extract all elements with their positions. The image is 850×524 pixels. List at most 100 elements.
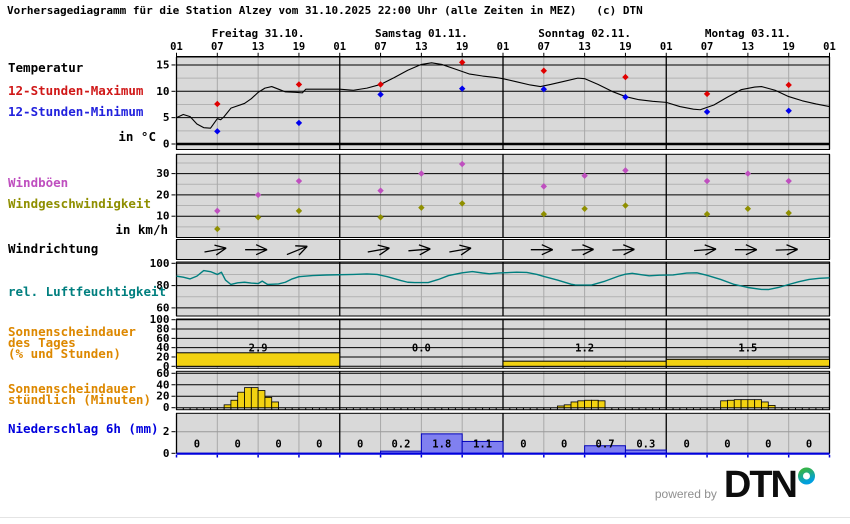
svg-text:19: 19	[293, 41, 306, 53]
svg-text:30: 30	[156, 167, 169, 180]
dtn-logo: DTN	[724, 466, 816, 504]
label-12h-minimum: 12-Stunden-Minimum	[8, 104, 144, 119]
svg-text:07: 07	[701, 41, 714, 53]
wind-direction-arrow	[530, 244, 554, 256]
svg-text:60: 60	[156, 301, 169, 314]
svg-text:1.5: 1.5	[738, 343, 757, 355]
wind-direction-arrow	[367, 244, 390, 256]
svg-text:0: 0	[765, 439, 771, 451]
svg-text:0: 0	[275, 439, 281, 451]
sunshine-hourly-bar	[257, 390, 266, 409]
svg-text:01: 01	[170, 41, 183, 53]
svg-text:13: 13	[742, 41, 755, 53]
svg-text:Freitag 31.10.: Freitag 31.10.	[212, 27, 305, 40]
day-headers: Freitag 31.10. Samstag 01.11. Sonntag 02.1…	[176, 27, 830, 57]
svg-text:40: 40	[156, 378, 169, 391]
wind-direction-arrow	[449, 244, 472, 256]
sunshine-hourly-bar	[597, 400, 606, 409]
dtn-logo-text: DTN	[723, 464, 798, 506]
svg-text:100: 100	[150, 313, 170, 326]
svg-text:40: 40	[156, 341, 169, 354]
svg-text:5: 5	[163, 111, 170, 124]
label-niederschlag: Niederschlag 6h (mm)	[8, 421, 159, 436]
label-temperatur: Temperatur	[8, 60, 84, 75]
svg-text:0: 0	[194, 439, 200, 451]
sunshine-hourly-bar	[754, 399, 762, 409]
svg-text:Montag 03.11.: Montag 03.11.	[705, 27, 791, 40]
svg-text:0.0: 0.0	[412, 343, 431, 355]
svg-text:Samstag 01.11.: Samstag 01.11.	[375, 27, 468, 40]
wind-direction-arrow	[734, 244, 758, 256]
svg-text:60: 60	[156, 367, 169, 380]
min12h-points	[214, 85, 792, 135]
sunshine-hourly-bar	[747, 399, 756, 409]
precipitation-bars	[380, 433, 667, 454]
svg-text:0: 0	[163, 447, 170, 460]
wind-gust-points	[214, 160, 792, 215]
label-12h-maximum: 12-Stunden-Maximum	[8, 83, 144, 98]
sunshine-hourly-bar	[591, 399, 599, 409]
sunshine-daily-bar	[502, 360, 667, 367]
sunshine-daily-bar	[176, 352, 341, 367]
sunshine-hourly-bar	[577, 400, 586, 409]
sunshine-hourly-bar	[570, 401, 579, 409]
precipitation-axis	[175, 452, 831, 458]
label-windgeschwindigkeit: Windgeschwindigkeit	[8, 196, 151, 211]
svg-text:1.8: 1.8	[432, 439, 451, 451]
svg-text:0: 0	[520, 439, 526, 451]
sunshine-hourly-bar	[727, 399, 735, 409]
max12h-points	[214, 59, 792, 108]
hourly-baseline-ticks	[176, 407, 830, 410]
svg-text:20: 20	[156, 188, 169, 201]
wind-direction-arrow	[408, 244, 431, 256]
sunshine-hourly-bar	[584, 399, 592, 409]
wind-direction-arrow	[286, 245, 308, 256]
humidity-curve	[176, 269, 830, 291]
sunshine-hourly-bar	[250, 387, 259, 409]
svg-text:19: 19	[456, 41, 469, 53]
svg-text:0: 0	[683, 439, 689, 451]
svg-text:10: 10	[156, 85, 169, 98]
svg-text:01: 01	[660, 41, 673, 53]
label-windrichtung: Windrichtung	[8, 241, 99, 256]
sunshine-hourly-bar	[264, 396, 273, 409]
svg-text:15: 15	[156, 58, 169, 71]
svg-text:19: 19	[619, 41, 632, 53]
svg-text:1.1: 1.1	[473, 439, 492, 451]
svg-text:0: 0	[163, 360, 170, 373]
svg-text:80: 80	[156, 323, 169, 336]
wind-direction-arrow	[775, 244, 798, 256]
sunshine-hourly-bar	[767, 405, 776, 409]
svg-text:07: 07	[374, 41, 387, 53]
label-windboeen: Windböen	[8, 175, 69, 190]
precipitation-labels: 0 0 0 0 0 0.2 1.8 1.1 0 0 0.7 0.3 0 0 0 0	[194, 439, 813, 451]
label-sonnenschein-tag-2: des Tages	[8, 335, 76, 350]
svg-text:0.3: 0.3	[636, 439, 655, 451]
svg-text:10: 10	[156, 210, 169, 223]
sunshine-hourly-bar	[237, 391, 245, 409]
sunshine-hourly-bar	[740, 399, 749, 409]
label-sonnenschein-std-2: stündlich (Minuten)	[8, 392, 151, 407]
sunshine-daily-bars	[176, 352, 830, 367]
svg-text:01: 01	[333, 41, 346, 53]
sunshine-hourly-bar	[557, 405, 565, 409]
svg-text:20: 20	[156, 390, 169, 403]
footer: powered by DTN	[0, 466, 816, 504]
wind-direction-arrow	[694, 244, 717, 256]
svg-text:0: 0	[163, 138, 170, 151]
sunshine-hourly-bar	[733, 399, 742, 409]
svg-text:01: 01	[497, 41, 510, 53]
label-sonnenschein-tag-1: Sonnenscheindauer	[8, 324, 136, 339]
sunshine-hourly-bar	[563, 404, 572, 409]
svg-text:2: 2	[163, 425, 170, 438]
svg-text:0: 0	[724, 439, 730, 451]
svg-text:2.9: 2.9	[249, 343, 268, 355]
svg-text:0: 0	[561, 439, 567, 451]
svg-text:19: 19	[782, 41, 795, 53]
sunshine-hourly-bar	[761, 401, 769, 409]
svg-text:20: 20	[156, 350, 169, 363]
svg-text:13: 13	[578, 41, 591, 53]
